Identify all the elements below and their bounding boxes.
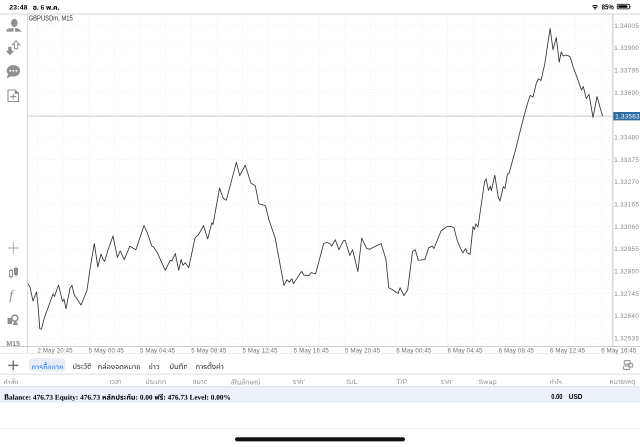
svg-text:23:48: 23:48 <box>9 4 28 11</box>
svg-text:6 May 12:45: 6 May 12:45 <box>550 347 586 354</box>
svg-text:1.33375: 1.33375 <box>614 157 639 164</box>
svg-text:1.32535: 1.32535 <box>614 335 639 342</box>
svg-text:1.32955: 1.32955 <box>614 246 639 253</box>
svg-text:T/P: T/P <box>396 379 407 386</box>
svg-text:f: f <box>9 287 15 302</box>
svg-text:0.00: 0.00 <box>551 392 562 401</box>
svg-text:GBPUSDm, M15: GBPUSDm, M15 <box>29 15 73 22</box>
svg-text:6 May 08:45: 6 May 08:45 <box>499 347 535 354</box>
svg-text:5 May 12:45: 5 May 12:45 <box>243 347 279 354</box>
svg-text:5 May 16:45: 5 May 16:45 <box>294 347 330 354</box>
svg-text:1.32850: 1.32850 <box>614 268 639 275</box>
svg-text:Swap: Swap <box>479 379 497 386</box>
svg-text:5 May 04:45: 5 May 04:45 <box>140 347 176 354</box>
svg-text:USD: USD <box>569 392 583 401</box>
svg-text:5 May 08:45: 5 May 08:45 <box>191 347 227 354</box>
svg-text:S/L: S/L <box>346 379 358 386</box>
svg-text:5 May 00:45: 5 May 00:45 <box>89 347 125 354</box>
svg-text:1.33480: 1.33480 <box>614 135 639 142</box>
svg-text:1.33270: 1.33270 <box>614 179 639 186</box>
svg-text:6 May 04:45: 6 May 04:45 <box>448 347 484 354</box>
svg-text:M15: M15 <box>6 341 20 348</box>
svg-text:1.33900: 1.33900 <box>614 45 639 52</box>
svg-text:1.33060: 1.33060 <box>614 224 639 231</box>
svg-text:2 May 20:45: 2 May 20:45 <box>38 347 74 354</box>
svg-text:5 May 20:45: 5 May 20:45 <box>345 347 381 354</box>
svg-text:1.34005: 1.34005 <box>614 23 639 30</box>
svg-text:1.32640: 1.32640 <box>614 313 639 320</box>
svg-text:1.33690: 1.33690 <box>614 90 639 97</box>
svg-text:6 May 16:45: 6 May 16:45 <box>601 347 637 354</box>
svg-text:6 May 00:45: 6 May 00:45 <box>396 347 432 354</box>
svg-text:1.33795: 1.33795 <box>614 68 639 75</box>
svg-text:1.32745: 1.32745 <box>614 291 639 298</box>
svg-text:1.33563: 1.33563 <box>615 114 640 121</box>
svg-text:1.33165: 1.33165 <box>614 201 639 208</box>
svg-text:85%: 85% <box>602 3 615 11</box>
